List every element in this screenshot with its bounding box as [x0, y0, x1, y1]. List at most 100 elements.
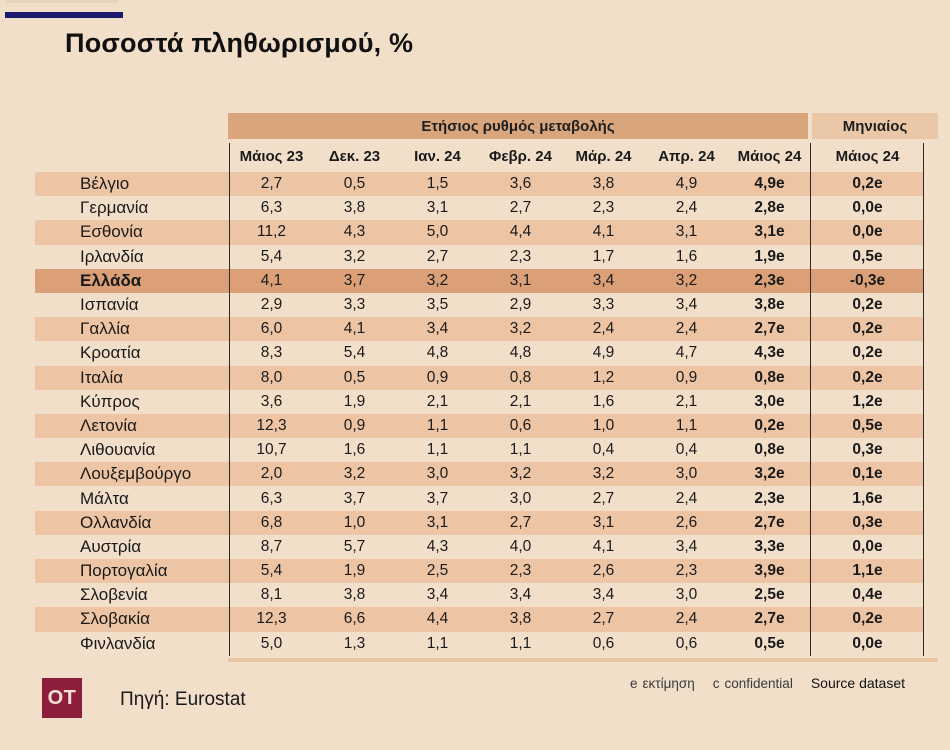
group-header-monthly-label: Μηνιαίος — [842, 117, 908, 135]
table-row: Βέλγιο 2,7 0,5 1,5 3,6 3,8 4,9 4,9e 0,2e — [35, 172, 924, 197]
monthly-value-cell: 0,2e — [852, 296, 883, 314]
value-cell: 6,0 — [260, 320, 283, 338]
monthly-value-cell: 0,0e — [852, 537, 883, 555]
value-cell: 3,0 — [675, 586, 698, 604]
value-cell: 4,9e — [754, 175, 785, 193]
table-row: Λετονία 12,3 0,9 1,1 0,6 1,0 1,1 0,2e 0,5e — [35, 413, 924, 439]
value-cell: 3,4 — [426, 320, 449, 338]
value-cell: 0,8 — [509, 368, 532, 386]
value-cell: 2,5 — [426, 562, 449, 580]
monthly-value-cell: 1,1e — [852, 562, 883, 580]
value-cell: 2,7 — [509, 513, 532, 531]
value-cell: 2,6 — [592, 562, 615, 580]
value-cell: 2,3 — [592, 199, 615, 217]
value-cell: 3,4 — [426, 586, 449, 604]
table-row: Λιθουανία 10,7 1,6 1,1 1,1 0,4 0,4 0,8e 0,3e — [35, 438, 924, 462]
country-label: Πορτογαλία — [80, 561, 168, 581]
country-label: Ιταλία — [80, 367, 124, 387]
monthly-value-cell: 0,0e — [852, 199, 883, 217]
value-cell: 3,2 — [509, 320, 532, 338]
table-row: Γερμανία 6,3 3,8 3,1 2,7 2,3 2,4 2,8e 0,0e — [35, 196, 924, 220]
country-label: Βέλγιο — [80, 174, 130, 194]
page-title: Ποσοστά πληθωρισμού, % — [65, 28, 414, 58]
value-cell: 1,1 — [426, 416, 449, 434]
accent-bar — [5, 12, 123, 18]
country-label: Ελλάδα — [80, 270, 142, 290]
value-cell: 2,3 — [509, 247, 532, 265]
value-cell: 3,9e — [754, 562, 785, 580]
value-cell: 3,1 — [509, 271, 532, 289]
value-cell: 5,0 — [260, 634, 283, 652]
table-row: Κύπρος 3,6 1,9 2,1 2,1 1,6 2,1 3,0e 1,2e — [35, 390, 924, 414]
value-cell: 3,8e — [754, 296, 785, 314]
value-cell: 3,2e — [754, 465, 785, 483]
column-header: Μάρ. 24 — [575, 148, 632, 165]
country-label: Λουξεμβούργο — [80, 464, 192, 484]
footnote-confidential-label: confidential — [724, 676, 793, 691]
value-cell: 12,3 — [256, 610, 287, 628]
value-cell: 2,3 — [675, 562, 698, 580]
value-cell: 2,4 — [675, 610, 698, 628]
table-row: Ισπανία 2,9 3,3 3,5 2,9 3,3 3,4 3,8e 0,2e — [35, 293, 924, 317]
value-cell: 0,6 — [509, 416, 532, 434]
value-cell: 0,9 — [343, 416, 366, 434]
ot-logo: OT — [42, 678, 82, 718]
value-cell: 4,9 — [675, 175, 698, 193]
value-cell: 2,1 — [675, 392, 698, 410]
footnote-confidential-key: c — [712, 676, 720, 691]
value-cell: 3,4 — [675, 537, 698, 555]
monthly-value-cell: 0,4e — [852, 586, 883, 604]
value-cell: 0,6 — [675, 634, 698, 652]
value-cell: 3,2 — [509, 465, 532, 483]
value-cell: 3,7 — [343, 489, 366, 507]
value-cell: 3,0 — [509, 489, 532, 507]
value-cell: 0,5 — [343, 175, 366, 193]
value-cell: 1,6 — [592, 392, 615, 410]
value-cell: 6,3 — [260, 199, 283, 217]
value-cell: 2,7 — [592, 610, 615, 628]
column-header-row: Μάιος 23 Δεκ. 23 Ιαν. 24 Φεβρ. 24 Μάρ. 24 Απρ… — [35, 141, 924, 172]
table-row: Σλοβενία 8,1 3,8 3,4 3,4 3,4 3,0 2,5e 0,4e — [35, 583, 924, 607]
value-cell: 2,4 — [675, 489, 698, 507]
monthly-value-cell: 0,3e — [852, 441, 883, 459]
monthly-value-cell: 0,1e — [852, 465, 883, 483]
value-cell: 1,1 — [426, 441, 449, 459]
table-body: Βέλγιο 2,7 0,5 1,5 3,6 3,8 4,9 4,9e 0,2e Γερμανία… — [35, 172, 924, 656]
value-cell: 0,6 — [592, 634, 615, 652]
value-cell: 6,3 — [260, 489, 283, 507]
value-cell: 1,2 — [592, 368, 615, 386]
value-cell: 6,6 — [343, 610, 366, 628]
value-cell: 0,9 — [426, 368, 449, 386]
footnote-estimate-key: e — [630, 676, 638, 691]
value-cell: 2,4 — [592, 320, 615, 338]
table-row: Πορτογαλία 5,4 1,9 2,5 2,3 2,6 2,3 3,9e 1,1e — [35, 559, 924, 584]
table-row: Φινλανδία 5,0 1,3 1,1 1,1 0,6 0,6 0,5e 0,0e — [35, 632, 924, 656]
value-cell: 3,5 — [426, 296, 449, 314]
monthly-value-cell: -0,3e — [849, 271, 886, 289]
country-label: Σλοβακία — [80, 609, 150, 629]
value-cell: 1,6 — [675, 247, 698, 265]
value-cell: 3,4 — [509, 586, 532, 604]
table-row: Κροατία 8,3 5,4 4,8 4,8 4,9 4,7 4,3e 0,2e — [35, 341, 924, 365]
value-cell: 0,4 — [592, 441, 615, 459]
monthly-value-cell: 0,2e — [852, 344, 883, 362]
footnotes: e εκτίμηση c confidential Source dataset — [630, 675, 905, 691]
column-header: Ιαν. 24 — [414, 148, 461, 165]
divider-labels — [229, 143, 230, 656]
value-cell: 3,3 — [592, 296, 615, 314]
value-cell: 4,1 — [592, 537, 615, 555]
source-dataset-link[interactable]: Source dataset — [810, 675, 905, 691]
value-cell: 5,4 — [260, 562, 283, 580]
value-cell: 1,0 — [592, 416, 615, 434]
monthly-value-cell: 0,2e — [852, 175, 883, 193]
value-cell: 3,2 — [343, 247, 366, 265]
top-edge-strip — [5, 0, 118, 3]
value-cell: 1,7 — [592, 247, 615, 265]
column-header: Μάιος 24 — [737, 148, 802, 165]
value-cell: 1,6 — [343, 441, 366, 459]
value-cell: 1,1 — [509, 634, 532, 652]
column-header-monthly: Μάιος 24 — [835, 148, 900, 165]
table-row: Μάλτα 6,3 3,7 3,7 3,0 2,7 2,4 2,3e 1,6e — [35, 486, 924, 510]
value-cell: 3,2 — [592, 465, 615, 483]
value-cell: 3,1 — [675, 223, 698, 241]
